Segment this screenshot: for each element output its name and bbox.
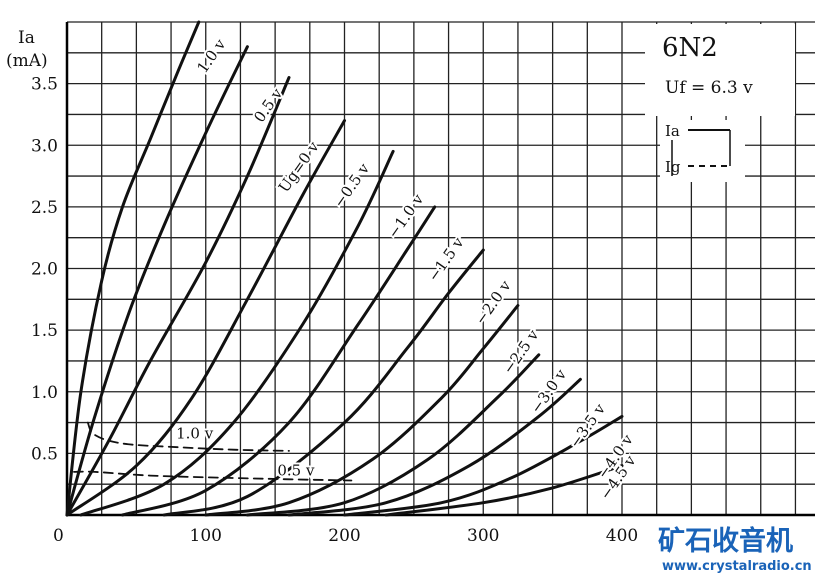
plate-current-curve <box>384 464 624 517</box>
curve-label: 1.0 v <box>176 425 214 443</box>
watermark-url: www.crystalradio.cn <box>662 559 812 574</box>
curve-labels: 1.0 v0.5 vUg=0 v −0.5 v−1.0 v−1.5 v−2.0 v… <box>174 33 642 505</box>
watermark-brand: 矿石收音机 <box>658 525 793 557</box>
chart-subtitle: Uf = 6.3 v <box>665 78 753 98</box>
plate-current-curve <box>65 20 201 517</box>
grid-current-curve <box>86 421 290 452</box>
x-tick-label: 200 <box>328 526 360 546</box>
curve-label: Ug=0 v <box>275 138 323 196</box>
curve-label: −2.0 v <box>471 277 515 328</box>
y-tick-label: 2.5 <box>31 198 58 218</box>
curve-label: −0.5 v <box>330 160 374 211</box>
legend-label-ia: Ia <box>665 122 680 140</box>
chart-title: 6N2 <box>662 33 718 63</box>
plate-current-curve <box>287 377 582 517</box>
y-tick-label: 1.5 <box>31 321 58 341</box>
y-tick-label: 2.0 <box>31 260 58 280</box>
y-axis-label: Ia <box>18 28 35 48</box>
x-tick-label: 0 <box>53 526 64 546</box>
y-tick-label: 0.5 <box>31 444 58 464</box>
y-tick-label: 1.0 <box>31 383 58 403</box>
plate-current-curve <box>79 149 395 517</box>
y-tick-label: 3.5 <box>31 75 58 95</box>
plate-current-curve <box>245 353 541 517</box>
plate-current-curve <box>162 248 485 517</box>
legend-label-ig: Ig <box>665 158 681 176</box>
curve-label: 1.0 v <box>193 35 229 76</box>
plate-current-curve <box>121 205 437 517</box>
plate-current-curve <box>65 119 346 517</box>
y-tick-label: 3.0 <box>31 136 58 156</box>
plate-current-curve <box>65 76 291 517</box>
plate-current-curve <box>204 304 520 517</box>
x-tick-label: 300 <box>467 526 499 546</box>
curve-label: −1.0 v <box>384 190 428 241</box>
curve-label: 0.5 v <box>250 85 286 126</box>
y-axis-unit: (mA) <box>6 51 48 71</box>
plot-curves <box>65 20 624 517</box>
x-tick-label: 100 <box>190 526 222 546</box>
x-tick-label: 400 <box>606 526 638 546</box>
title-box <box>645 24 795 116</box>
curve-label: −2.5 v <box>499 326 543 377</box>
grid-current-curve <box>73 470 353 482</box>
curve-label: 0.5 v <box>277 462 315 480</box>
plate-current-curve <box>343 414 624 517</box>
axes: 0 100 200 300 400 0.5 1.0 1.5 2.0 2.5 3.0 3.5 <box>31 22 815 546</box>
